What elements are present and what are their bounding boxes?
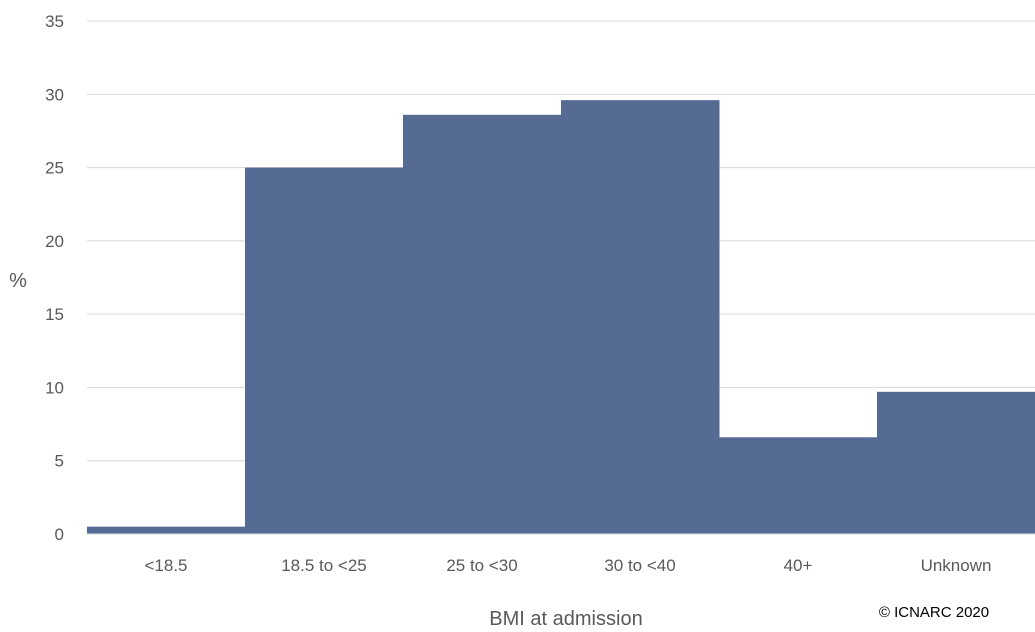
x-tick-label: 18.5 to <25 <box>281 556 367 575</box>
bar <box>877 391 1035 534</box>
copyright-note: © ICNARC 2020 <box>879 604 989 621</box>
x-axis-label: BMI at admission <box>489 608 642 630</box>
bars <box>87 100 1035 535</box>
bar <box>87 526 246 534</box>
x-tick-label: 40+ <box>784 556 813 575</box>
y-tick-label: 30 <box>45 85 64 104</box>
y-tick-label: 35 <box>45 12 64 31</box>
bar <box>561 100 720 535</box>
y-tick-label: 0 <box>55 525 64 544</box>
bar <box>245 167 404 535</box>
y-tick-label: 15 <box>45 305 64 324</box>
y-tick-label: 25 <box>45 159 64 178</box>
x-tick-label: <18.5 <box>144 556 187 575</box>
x-axis-ticks: <18.5 18.5 to <25 25 to <30 30 to <40 40+ Unk… <box>144 556 991 575</box>
bar <box>403 114 562 534</box>
x-tick-label: 30 to <40 <box>604 556 675 575</box>
y-axis-label: % <box>9 270 27 292</box>
y-tick-label: 10 <box>45 378 64 397</box>
y-tick-label: 20 <box>45 232 64 251</box>
x-tick-label: 25 to <30 <box>446 556 517 575</box>
y-tick-label: 5 <box>55 452 64 471</box>
x-tick-label: Unknown <box>921 556 992 575</box>
y-axis-ticks: 0 5 10 15 20 25 30 35 <box>45 12 64 544</box>
bar <box>719 437 878 534</box>
